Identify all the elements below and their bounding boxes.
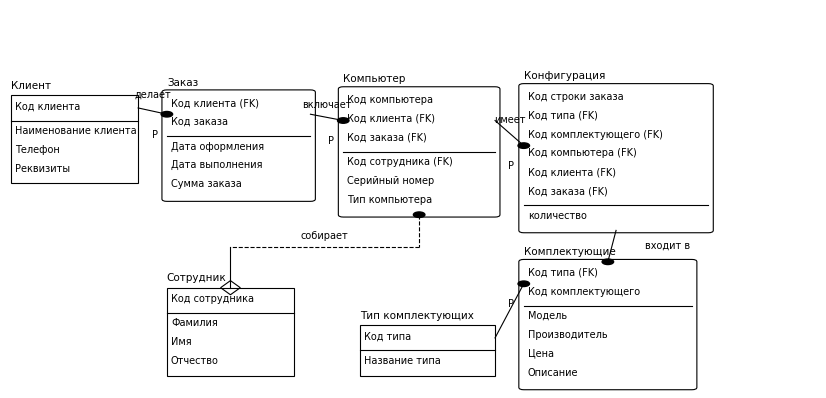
Text: Заказ: Заказ	[167, 78, 198, 88]
Text: Код сотрудника: Код сотрудника	[171, 294, 254, 304]
Text: P: P	[509, 161, 515, 171]
FancyBboxPatch shape	[519, 259, 697, 390]
Text: собирает: собирает	[301, 231, 349, 241]
Text: Дата выполнения: Дата выполнения	[171, 160, 263, 170]
Text: Клиент: Клиент	[11, 81, 51, 91]
Text: P: P	[151, 130, 158, 140]
Circle shape	[413, 212, 425, 217]
FancyBboxPatch shape	[519, 84, 714, 233]
Circle shape	[338, 118, 349, 123]
Text: Серийный номер: Серийный номер	[348, 176, 434, 186]
Text: Код сотрудника (FK): Код сотрудника (FK)	[348, 157, 453, 167]
Text: Тип компьютера: Тип компьютера	[348, 195, 433, 205]
Text: Код заказа (FK): Код заказа (FK)	[348, 133, 427, 143]
Text: Код типа: Код типа	[363, 332, 411, 341]
Text: Код типа (FK): Код типа (FK)	[528, 111, 598, 121]
Text: количество: количество	[528, 211, 586, 220]
Text: включает: включает	[302, 100, 352, 109]
Text: Код компьютера: Код компьютера	[348, 95, 434, 105]
Text: Код компьютера (FK): Код компьютера (FK)	[528, 148, 637, 158]
Text: Имя: Имя	[171, 337, 192, 347]
Text: Сумма заказа: Сумма заказа	[171, 179, 242, 189]
FancyBboxPatch shape	[162, 90, 316, 201]
Text: Код клиента: Код клиента	[15, 101, 80, 111]
Text: Фамилия: Фамилия	[171, 318, 218, 328]
Text: Комплектующие: Комплектующие	[524, 247, 615, 257]
Circle shape	[602, 259, 614, 265]
Text: Код типа (FK): Код типа (FK)	[528, 268, 598, 278]
Text: Отчество: Отчество	[171, 356, 219, 366]
Text: Сотрудник: Сотрудник	[167, 273, 226, 283]
Text: Описание: Описание	[528, 368, 578, 378]
Text: Телефон: Телефон	[15, 145, 59, 155]
Text: Тип комплектующих: Тип комплектующих	[359, 311, 473, 321]
FancyBboxPatch shape	[339, 87, 500, 217]
Text: Конфигурация: Конфигурация	[524, 71, 605, 81]
Text: Реквизиты: Реквизиты	[15, 164, 70, 174]
Text: Модель: Модель	[528, 311, 567, 321]
Text: Код заказа: Код заказа	[171, 117, 228, 127]
Text: Код комплектующего (FK): Код комплектующего (FK)	[528, 130, 662, 140]
Text: Цена: Цена	[528, 349, 554, 359]
Text: входит в: входит в	[645, 241, 690, 251]
Circle shape	[161, 111, 173, 117]
Circle shape	[518, 281, 529, 287]
Text: P: P	[328, 136, 334, 146]
Text: Название типа: Название типа	[363, 356, 440, 366]
Bar	[167, 288, 294, 376]
Text: Код комплектующего: Код комплектующего	[528, 287, 640, 297]
Text: Компьютер: Компьютер	[344, 74, 406, 84]
Text: Код строки заказа: Код строки заказа	[528, 92, 624, 102]
Text: Наименование клиента: Наименование клиента	[15, 126, 137, 136]
Text: Дата оформления: Дата оформления	[171, 142, 264, 152]
Text: Код клиента (FK): Код клиента (FK)	[171, 98, 259, 108]
Text: Код заказа (FK): Код заказа (FK)	[528, 186, 608, 196]
Text: P: P	[509, 299, 515, 310]
Text: Код клиента (FK): Код клиента (FK)	[528, 167, 616, 178]
Text: имеет: имеет	[494, 115, 525, 125]
Bar	[11, 96, 138, 183]
Text: делает: делает	[134, 90, 171, 100]
Circle shape	[518, 143, 529, 148]
Text: Код клиента (FK): Код клиента (FK)	[348, 114, 435, 124]
Text: Производитель: Производитель	[528, 330, 607, 340]
Bar	[359, 326, 495, 376]
